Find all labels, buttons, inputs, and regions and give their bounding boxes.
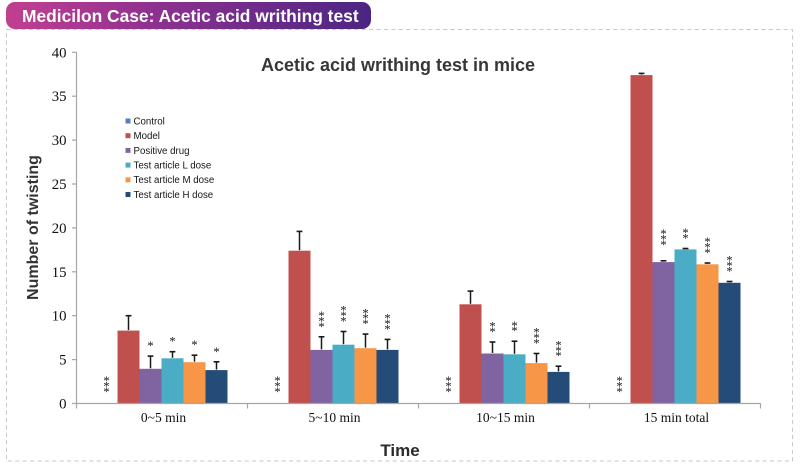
svg-text:*: *: [445, 380, 451, 394]
svg-text:*: *: [704, 246, 710, 260]
svg-text:Test article H dose: Test article H dose: [134, 190, 214, 201]
svg-text:Control: Control: [134, 116, 165, 127]
svg-text:*: *: [682, 226, 688, 240]
svg-text:*: *: [555, 338, 561, 352]
svg-text:*: *: [533, 337, 539, 351]
svg-text:*: *: [318, 309, 324, 323]
svg-text:10: 10: [52, 309, 67, 325]
svg-text:*: *: [274, 374, 280, 388]
svg-text:0: 0: [59, 397, 66, 413]
svg-text:5: 5: [59, 353, 66, 369]
svg-text:Acetic acid writhing test in m: Acetic acid writhing test in mice: [261, 55, 535, 75]
svg-text:*: *: [147, 339, 153, 353]
svg-text:30: 30: [52, 133, 67, 149]
svg-text:15: 15: [52, 265, 67, 281]
svg-text:*: *: [103, 380, 109, 394]
svg-text:*: *: [616, 385, 622, 399]
svg-text:*: *: [616, 374, 622, 388]
svg-text:10~15 min: 10~15 min: [476, 410, 535, 425]
svg-text:Model: Model: [134, 131, 160, 142]
svg-text:*: *: [213, 345, 219, 359]
svg-text:*: *: [533, 331, 539, 345]
svg-text:*: *: [103, 374, 109, 388]
svg-text:*: *: [103, 385, 109, 399]
svg-text:*: *: [726, 259, 732, 273]
svg-text:*: *: [511, 319, 517, 333]
svg-text:*: *: [660, 227, 666, 241]
svg-text:*: *: [362, 317, 368, 331]
svg-text:Positive drug: Positive drug: [134, 146, 190, 157]
svg-text:0~5 min: 0~5 min: [141, 410, 186, 425]
svg-text:5~10 min: 5~10 min: [309, 410, 361, 425]
svg-text:*: *: [362, 312, 368, 326]
svg-text:*: *: [511, 324, 517, 338]
svg-text:*: *: [616, 380, 622, 394]
svg-text:Test article L dose: Test article L dose: [134, 161, 212, 172]
svg-text:*: *: [274, 385, 280, 399]
svg-text:Test article M dose: Test article M dose: [134, 175, 215, 186]
svg-text:*: *: [384, 322, 390, 336]
svg-text:*: *: [340, 315, 346, 329]
svg-text:*: *: [489, 320, 495, 334]
svg-text:40: 40: [52, 45, 67, 61]
svg-text:*: *: [318, 314, 324, 328]
svg-text:20: 20: [52, 221, 67, 237]
svg-text:*: *: [274, 380, 280, 394]
svg-text:*: *: [191, 338, 197, 352]
svg-text:*: *: [555, 344, 561, 358]
svg-text:*: *: [660, 238, 666, 252]
svg-text:*: *: [362, 306, 368, 320]
svg-text:*: *: [533, 326, 539, 340]
svg-text:*: *: [660, 233, 666, 247]
svg-text:*: *: [445, 385, 451, 399]
svg-text:*: *: [726, 265, 732, 279]
svg-text:*: *: [384, 312, 390, 326]
svg-text:*: *: [318, 320, 324, 334]
svg-text:*: *: [704, 235, 710, 249]
svg-text:*: *: [704, 241, 710, 255]
svg-text:*: *: [682, 232, 688, 246]
svg-text:25: 25: [52, 177, 67, 193]
svg-text:*: *: [340, 309, 346, 323]
svg-text:*: *: [555, 349, 561, 363]
svg-text:*: *: [169, 335, 175, 349]
svg-text:*: *: [384, 317, 390, 331]
svg-text:*: *: [489, 325, 495, 339]
svg-text:*: *: [445, 374, 451, 388]
svg-text:*: *: [340, 304, 346, 318]
svg-text:Time: Time: [380, 441, 419, 460]
svg-text:35: 35: [52, 89, 67, 105]
svg-text:*: *: [726, 254, 732, 268]
svg-text:Number of twisting: Number of twisting: [25, 155, 42, 300]
svg-text:15 min total: 15 min total: [644, 410, 709, 425]
